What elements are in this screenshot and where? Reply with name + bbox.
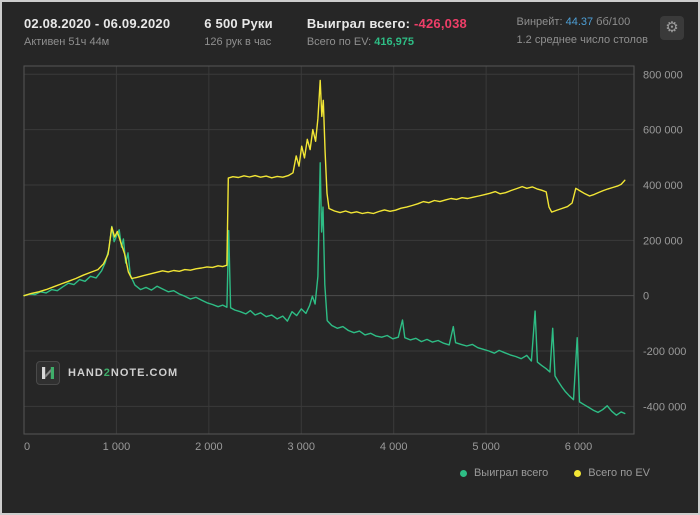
x-axis-tick-label: 6 000: [565, 441, 593, 453]
legend-dot-won: [459, 469, 467, 477]
date-range-block: 02.08.2020 - 06.09.2020 Активен 51ч 44м: [24, 16, 170, 48]
session-header: 02.08.2020 - 06.09.2020 Активен 51ч 44м …: [2, 2, 698, 54]
winrate-unit: бб/100: [596, 16, 631, 28]
won-total-label: Выиграл всего:: [306, 16, 411, 31]
x-axis-tick-label: 2 000: [195, 441, 223, 453]
totals-block: Выиграл всего: -426,038 Всего по EV: 416…: [307, 16, 467, 48]
y-axis-tick-label: 800 000: [643, 69, 683, 81]
legend-label-ev: Всего по EV: [588, 467, 650, 479]
hand2note-logo: HAND2NOTE.COM: [36, 361, 178, 385]
winrate-block: Винрейт: 44.37 бб/100 1.2 среднее число …: [516, 16, 648, 46]
x-axis-tick-label: 1 000: [103, 441, 131, 453]
y-axis-tick-label: -400 000: [643, 401, 686, 413]
hand2note-logo-text: HAND2NOTE.COM: [68, 367, 179, 379]
date-range: 02.08.2020 - 06.09.2020: [24, 16, 171, 31]
legend-label-won: Выиграл всего: [473, 467, 549, 479]
chart-legend: Выиграл всего Всего по EV: [2, 463, 698, 479]
hands-per-hour: 126 рук в час: [204, 36, 272, 48]
settings-gear-icon[interactable]: ⚙: [660, 16, 684, 40]
y-axis-tick-label: 600 000: [643, 125, 683, 137]
legend-item-ev[interactable]: Всего по EV: [574, 467, 650, 479]
legend-item-won[interactable]: Выиграл всего: [459, 467, 549, 479]
series-line-1: [23, 79, 626, 297]
x-axis-tick-label: 4 000: [380, 441, 408, 453]
winrate-line: Винрейт: 44.37 бб/100: [516, 16, 648, 28]
ev-total-label: Всего по EV:: [306, 36, 372, 48]
winnings-chart-area: 800 000 600 000 400 000 200 000 0 -200 000 -40…: [2, 54, 698, 463]
series-line-0: [23, 162, 626, 416]
hand2note-logo-icon: [36, 361, 60, 385]
ev-total-value: 416,975: [374, 36, 415, 48]
avg-tables: 1.2 среднее число столов: [516, 34, 648, 46]
winnings-chart[interactable]: 800 000 600 000 400 000 200 000 0 -200 000 -40…: [10, 58, 694, 458]
y-axis-tick-label: 200 000: [643, 235, 683, 247]
x-axis-tick-label: 3 000: [288, 441, 316, 453]
ev-total-line: Всего по EV: 416,975: [307, 36, 467, 48]
x-axis-tick-label: 5 000: [472, 441, 500, 453]
winrate-value: 44.37: [565, 16, 594, 28]
won-total-line: Выиграл всего: -426,038: [307, 16, 467, 31]
winrate-label: Винрейт:: [516, 16, 563, 28]
y-axis-tick-label: 400 000: [643, 180, 683, 192]
hands-block: 6 500 Руки 126 рук в час: [204, 16, 273, 48]
plot-border: [23, 65, 635, 435]
x-axis-tick-label: 0: [24, 441, 30, 453]
legend-dot-ev: [574, 469, 582, 477]
won-total-value: -426,038: [414, 16, 467, 31]
y-axis-tick-label: -200 000: [643, 346, 686, 358]
y-axis-tick-label: 0: [643, 291, 649, 303]
hands-count: 6 500 Руки: [204, 16, 273, 31]
active-time: Активен 51ч 44м: [24, 36, 110, 48]
